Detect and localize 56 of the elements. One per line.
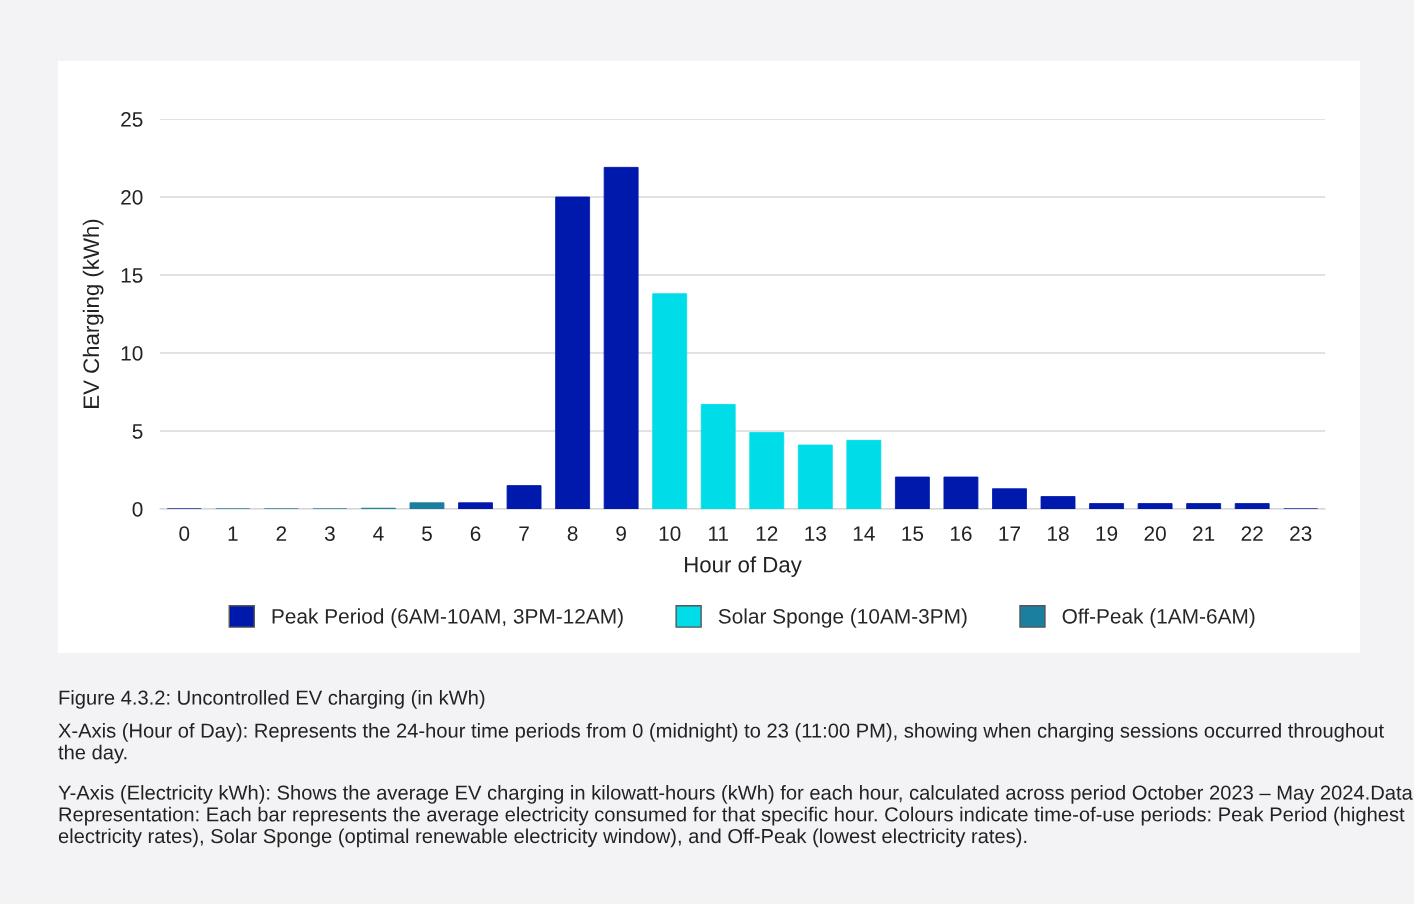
- x-tick-label: 14: [853, 526, 875, 541]
- y-tick-label: 0: [132, 502, 143, 517]
- legend-label: Off-Peak (1AM-6AM): [1062, 608, 1255, 628]
- bar: [603, 166, 639, 509]
- x-tick-label: 17: [999, 526, 1021, 541]
- x-tick-label: 11: [709, 526, 729, 541]
- x-tick-label: 9: [616, 526, 626, 541]
- bar: [797, 444, 833, 509]
- x-tick-label: 13: [805, 526, 826, 541]
- x-tick-label: 10: [659, 526, 681, 541]
- x-tick-label: 19: [1096, 526, 1118, 541]
- bar: [1234, 503, 1270, 509]
- x-tick-label: 5: [422, 526, 432, 541]
- y-tick-label: 15: [121, 268, 143, 283]
- x-tick-label: 12: [756, 526, 778, 541]
- bar: [1089, 503, 1124, 509]
- x-tick-label: 0: [179, 526, 190, 541]
- text: Y-Axis (Electricity kWh): Shows the average EV charging in kilowatt-hours (kWh) for each hour, calculated across period October 2023 – May 2024.Data Representation: Each bar represents the average electricity consumed for that specific hour. Colours indicate time-of-use periods: Peak Period (highest electricity rates), Solar Sponge (optimal renewable electricity window), and Off-Peak (lowest electricity rates).: [58, 785, 1413, 848]
- x-tick-label: 8: [567, 526, 578, 541]
- bar: [409, 502, 445, 509]
- x-tick-label: 16: [950, 526, 972, 541]
- bar: [555, 196, 591, 509]
- bar: [943, 476, 979, 509]
- y-tick-label: 25: [121, 112, 143, 127]
- y-axis-title: EV Charging (kWh): [82, 219, 104, 408]
- x-tick-label: 6: [470, 526, 481, 541]
- bar: [700, 404, 736, 509]
- bar: [1186, 503, 1222, 509]
- x-tick-label: 2: [276, 526, 287, 541]
- x-tick-label: 20: [1144, 526, 1166, 541]
- legend-label: Peak Period (6AM-10AM, 3PM-12AM): [272, 608, 623, 628]
- y-tick-label: 10: [121, 346, 143, 361]
- x-axis-title: Hour of Day: [685, 556, 802, 577]
- text: X-Axis (Hour of Day): Represents the 24-hour time periods from 0 (midnight) to 23 (11:00 PM), showing when charging sessions occurred throughout the day.: [58, 723, 1384, 764]
- x-tick-label: 4: [373, 526, 384, 541]
- bar: [506, 485, 542, 509]
- legend-label: Solar Sponge (10AM-3PM): [718, 608, 967, 628]
- x-tick-label: 3: [324, 526, 335, 541]
- x-tick-label: 15: [902, 526, 924, 541]
- y-tick-label: 20: [121, 190, 143, 205]
- bar: [992, 488, 1027, 509]
- x-tick-label: 22: [1241, 526, 1263, 541]
- x-tick-label: 21: [1193, 526, 1215, 541]
- bar: [1040, 496, 1076, 509]
- bar: [846, 439, 882, 509]
- x-tick-label: 18: [1048, 526, 1069, 541]
- bar: [749, 432, 785, 509]
- x-tick-label: 7: [519, 526, 529, 541]
- x-tick-label: 1: [228, 526, 238, 541]
- x-tick-label: 23: [1290, 526, 1312, 541]
- bar: [458, 502, 493, 509]
- bar: [894, 476, 930, 509]
- caption: Figure 4.3.2: Uncontrolled EV charging (in kWh): [59, 690, 485, 709]
- y-tick-label: 5: [132, 424, 143, 439]
- bar: [1137, 503, 1173, 509]
- bar: [652, 293, 688, 509]
